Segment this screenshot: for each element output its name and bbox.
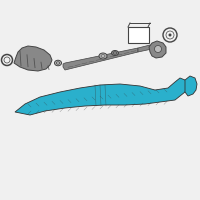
Circle shape (154, 46, 162, 52)
Polygon shape (63, 48, 138, 70)
Ellipse shape (99, 53, 107, 59)
Polygon shape (138, 45, 152, 52)
Polygon shape (14, 46, 52, 71)
Ellipse shape (54, 60, 62, 66)
FancyBboxPatch shape (128, 26, 148, 43)
Ellipse shape (112, 50, 118, 55)
Circle shape (168, 33, 172, 36)
Polygon shape (149, 41, 166, 58)
Polygon shape (185, 76, 197, 96)
Polygon shape (15, 78, 188, 115)
